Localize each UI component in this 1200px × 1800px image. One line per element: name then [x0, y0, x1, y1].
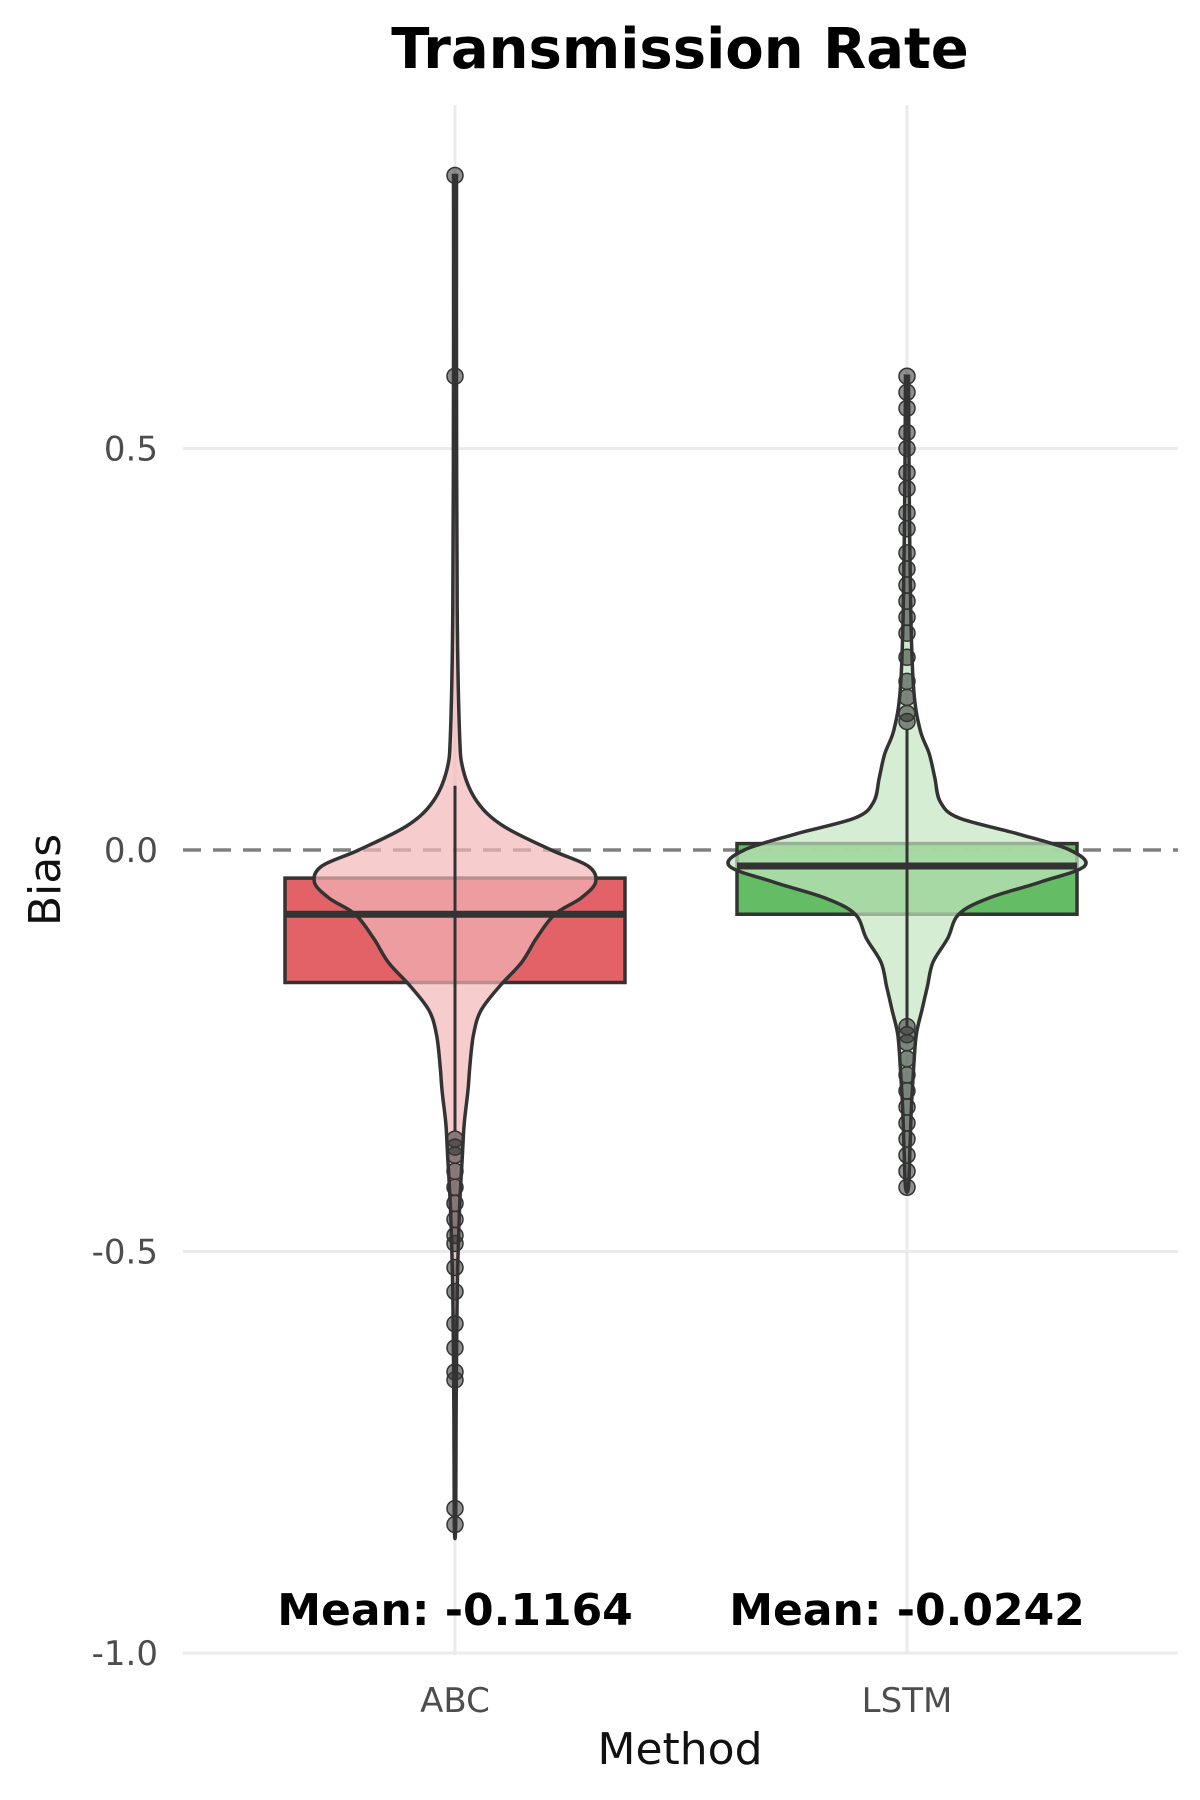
- outlier-point: [898, 439, 916, 458]
- outlier-point: [446, 1282, 464, 1301]
- outlier-point: [898, 1050, 916, 1068]
- outlier-point: [898, 1098, 916, 1116]
- outlier-point: [898, 1114, 916, 1132]
- outlier-point: [898, 592, 916, 610]
- outlier-point: [446, 1210, 464, 1229]
- outlier-point: [898, 1146, 916, 1164]
- outlier-point: [898, 712, 916, 731]
- mean-label-lstm: Mean: -0.0242: [729, 1585, 1085, 1636]
- outlier-point: [898, 399, 916, 418]
- outlier-point: [446, 1234, 464, 1253]
- outlier-point: [898, 367, 916, 385]
- x-tick-label: LSTM: [862, 1681, 953, 1721]
- outlier-point: [446, 1339, 464, 1357]
- y-tick-label: 0.0: [104, 831, 158, 871]
- y-tick-labels: 0.5 0.0 -0.5 -1.0: [92, 430, 158, 1675]
- outlier-point: [898, 1066, 916, 1084]
- outlier-point: [446, 1515, 464, 1534]
- outlier-point: [898, 1033, 916, 1052]
- outlier-point: [898, 544, 916, 562]
- outlier-point: [898, 576, 916, 594]
- outlier-point: [446, 1371, 464, 1389]
- outlier-point: [898, 1082, 916, 1100]
- outlier-point: [898, 608, 916, 626]
- y-axis-title: Bias: [20, 834, 71, 926]
- x-axis-title: Method: [597, 1724, 762, 1775]
- series-lstm: Mean: -0.0242: [726, 367, 1088, 1636]
- outlier-point: [898, 423, 916, 442]
- outlier-point: [898, 463, 916, 482]
- outlier-point: [446, 1194, 464, 1213]
- outlier-point: [446, 1315, 464, 1333]
- outlier-point: [898, 1178, 916, 1197]
- mean-label-abc: Mean: -0.1164: [277, 1585, 633, 1636]
- outlier-point: [898, 560, 916, 578]
- outlier-point: [898, 648, 916, 667]
- y-tick-label: -0.5: [92, 1233, 158, 1273]
- chart-title: Transmission Rate: [391, 17, 969, 82]
- outlier-point: [446, 166, 464, 185]
- outlier-point: [898, 520, 916, 538]
- outlier-point: [898, 1130, 916, 1148]
- marks-layer: Mean: -0.1164 Mean: -0.0242: [277, 166, 1088, 1636]
- outlier-point: [898, 383, 916, 402]
- outlier-point: [446, 1258, 464, 1277]
- outlier-point: [898, 1162, 916, 1180]
- outlier-point: [446, 367, 464, 385]
- series-abc: Mean: -0.1164: [277, 166, 633, 1636]
- outlier-point: [446, 1162, 464, 1180]
- outlier-point: [898, 688, 916, 707]
- outlier-point: [446, 1499, 464, 1518]
- x-tick-label: ABC: [420, 1681, 490, 1721]
- outlier-point: [446, 1146, 464, 1164]
- y-tick-label: 0.5: [104, 430, 158, 470]
- x-tick-labels: ABC LSTM: [420, 1681, 952, 1721]
- outlier-point: [898, 479, 916, 498]
- outlier-point: [446, 1178, 464, 1197]
- outlier-point: [898, 503, 916, 522]
- outlier-point: [898, 624, 916, 642]
- outlier-point: [898, 672, 916, 691]
- y-tick-label: -1.0: [92, 1634, 158, 1674]
